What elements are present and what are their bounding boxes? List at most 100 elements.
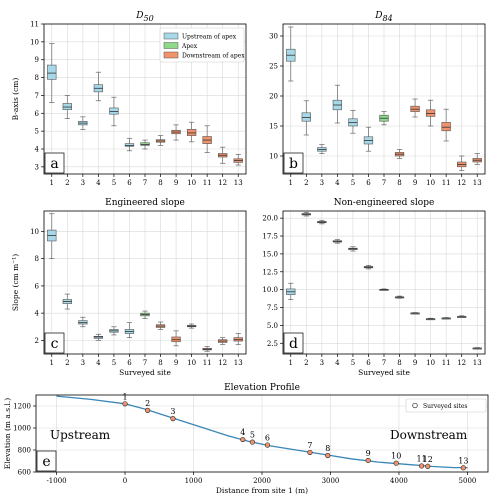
y-tick-label: 1200 [13, 403, 31, 411]
box-site-7 [140, 139, 150, 150]
x-tick-label: 3 [320, 359, 324, 367]
box-iqr [62, 103, 72, 111]
panel-d: 2.55.07.510.012.515.017.520.01 2 3 4 5 6 7 8 9 10… [262, 198, 486, 377]
x-tick-label: -1000 [46, 477, 66, 485]
panel-title: D84 [374, 11, 392, 23]
x-tick-label: 11 [203, 359, 212, 367]
x-tick-label: 7 [143, 359, 147, 367]
box-site-5 [109, 326, 119, 336]
y-tick-label: 8 [35, 74, 39, 82]
x-tick-label: 4 [335, 179, 340, 187]
legend-marker [412, 402, 418, 409]
box-site-4 [93, 71, 104, 102]
box-site-1 [286, 26, 296, 82]
x-tick-label: 7 [382, 359, 386, 367]
site-marker-2 [145, 407, 151, 414]
x-tick-label: 12 [218, 179, 227, 187]
x-axis-label: Surveyed site [119, 368, 171, 377]
x-tick-label: 12 [218, 359, 227, 367]
box-site-12 [218, 146, 228, 164]
y-tick-label: 1000 [13, 425, 31, 433]
box-site-9 [410, 98, 420, 118]
x-tick-label: 5000 [459, 477, 477, 485]
box-site-11 [441, 108, 451, 142]
y-tick-label: 15.0 [262, 250, 278, 258]
x-tick-label: 10 [187, 179, 196, 187]
legend: Upstream of apex Apex Downstream of apex [159, 27, 245, 63]
site-label-6: 6 [265, 434, 270, 443]
x-tick-label: 10 [187, 359, 196, 367]
x-tick-label: 5 [351, 179, 355, 187]
x-tick-label: 2 [65, 179, 69, 187]
y-tick-label: 11 [30, 21, 39, 29]
box-site-7 [140, 310, 150, 319]
box-site-8 [155, 321, 166, 330]
y-tick-label: 6 [35, 282, 40, 290]
x-tick-label: 8 [158, 359, 162, 367]
x-tick-label: 9 [413, 359, 417, 367]
box-site-13 [472, 153, 482, 165]
y-tick-label: 2 [35, 337, 39, 345]
box-site-5 [348, 110, 358, 134]
box-iqr [301, 112, 311, 122]
x-tick-label: 3000 [322, 477, 340, 485]
y-axis-label: Slope (cm m⁻¹) [11, 254, 20, 311]
x-tick-label: 13 [473, 359, 482, 367]
y-tick-label: 7.5 [267, 304, 278, 312]
x-tick-label: 6 [127, 179, 132, 187]
legend-label-upstream: Upstream of apex [182, 33, 237, 40]
box-site-12 [218, 337, 228, 345]
site-label-1: 1 [122, 392, 127, 401]
x-tick-label: 8 [158, 179, 162, 187]
box-site-9 [171, 124, 181, 141]
box-site-1 [47, 213, 57, 260]
x-tick-label: 5 [351, 359, 355, 367]
x-tick-label: 3 [81, 179, 85, 187]
x-tick-label: 13 [473, 179, 482, 187]
x-tick-label: 6 [366, 179, 371, 187]
box-iqr [124, 143, 135, 147]
site-label-2: 2 [145, 399, 150, 408]
x-tick-label: 10 [426, 359, 435, 367]
y-tick-label: 8 [35, 255, 39, 263]
x-tick-label: 1 [50, 179, 54, 187]
box-site-13 [472, 347, 482, 350]
x-tick-label: 1 [50, 359, 54, 367]
panel-title: Non-engineered slope [334, 198, 435, 208]
title-main: D [135, 11, 143, 21]
x-tick-label: 13 [234, 359, 243, 367]
y-tick-label: 10 [30, 38, 39, 46]
box-site-2 [62, 293, 72, 310]
box-site-11 [441, 317, 451, 320]
box-site-5 [109, 96, 119, 127]
y-tick-label: 20 [269, 93, 278, 101]
x-tick-label: 4 [96, 359, 101, 367]
y-tick-label: 25 [269, 63, 278, 71]
box-site-11 [202, 125, 212, 153]
x-tick-label: 7 [143, 179, 147, 187]
site-marker-7 [307, 449, 313, 456]
legend-label-apex: Apex [181, 43, 198, 50]
box-site-9 [171, 330, 181, 347]
box-site-12 [457, 315, 467, 318]
x-tick-label: 4 [335, 359, 340, 367]
x-tick-label: 11 [442, 179, 451, 187]
box-site-8 [394, 295, 405, 299]
x-tick-label: 2000 [253, 477, 271, 485]
x-tick-label: 2 [304, 359, 308, 367]
site-marker-12 [425, 463, 431, 469]
box-site-4 [332, 84, 343, 124]
site-label-3: 3 [170, 407, 175, 416]
box-site-4 [332, 239, 343, 244]
panel-title: D50 [135, 11, 153, 23]
region-label-downstream: Downstream [390, 428, 468, 442]
site-marker-5 [249, 439, 256, 445]
site-marker-10 [393, 460, 399, 466]
site-label-9: 9 [366, 449, 371, 458]
box-iqr [109, 107, 119, 115]
x-tick-label: 8 [397, 359, 401, 367]
box-site-11 [202, 346, 212, 352]
x-tick-label: 2 [65, 359, 69, 367]
